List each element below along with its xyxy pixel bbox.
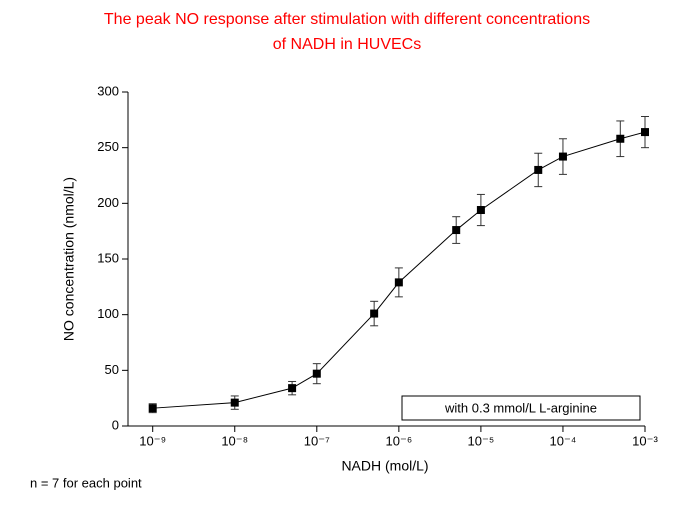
marker xyxy=(641,128,649,137)
marker xyxy=(558,152,567,161)
marker xyxy=(616,134,625,143)
x-tick-label: 10⁻⁹ xyxy=(139,433,166,448)
x-tick-label: 10⁻³ xyxy=(632,433,658,448)
y-tick-label: 250 xyxy=(97,139,119,154)
marker xyxy=(288,384,297,393)
marker xyxy=(534,165,543,174)
y-axis-label: NO concentration (nmol/L) xyxy=(61,177,77,341)
marker xyxy=(452,226,461,235)
marker xyxy=(148,404,157,413)
marker xyxy=(476,206,485,215)
y-tick-label: 0 xyxy=(112,417,119,432)
chart-title: The peak NO response after stimulation w… xyxy=(104,11,590,28)
y-tick-label: 200 xyxy=(97,195,119,210)
footnote: n = 7 for each point xyxy=(30,475,142,490)
data-line xyxy=(152,131,646,409)
x-tick-label: 10⁻⁷ xyxy=(304,433,330,448)
marker xyxy=(312,369,321,378)
x-axis-label: NADH (mol/L) xyxy=(341,458,428,474)
y-tick-label: 150 xyxy=(97,250,119,265)
legend-label: with 0.3 mmol/L L-arginine xyxy=(444,400,597,415)
x-tick-label: 10⁻⁸ xyxy=(221,433,248,448)
x-tick-label: 10⁻⁵ xyxy=(468,433,495,448)
marker xyxy=(370,309,379,318)
y-tick-label: 50 xyxy=(105,362,119,377)
marker xyxy=(230,398,239,407)
y-tick-label: 100 xyxy=(97,306,119,321)
chart-title: of NADH in HUVECs xyxy=(273,36,421,53)
y-tick-label: 300 xyxy=(97,83,119,98)
x-tick-label: 10⁻⁶ xyxy=(386,433,413,448)
x-tick-label: 10⁻⁴ xyxy=(549,433,576,448)
legend-box xyxy=(401,395,641,421)
marker xyxy=(394,278,403,287)
